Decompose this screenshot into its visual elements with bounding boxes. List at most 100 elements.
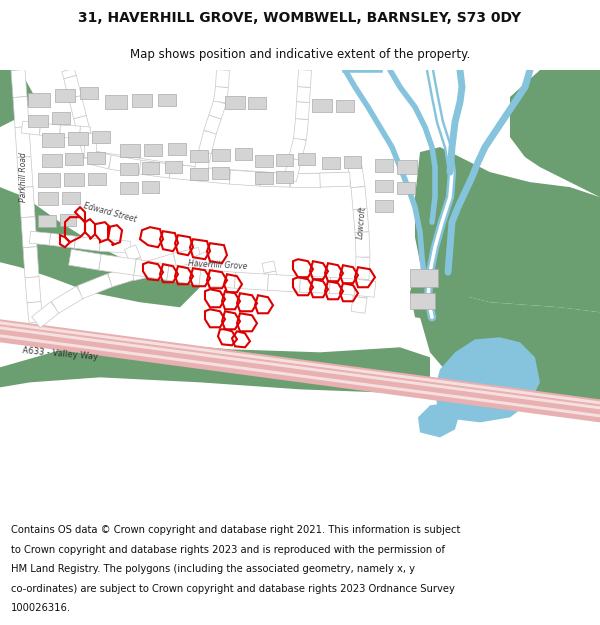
Polygon shape xyxy=(40,123,61,137)
Polygon shape xyxy=(209,100,226,119)
Polygon shape xyxy=(79,136,97,159)
Polygon shape xyxy=(290,173,320,187)
Bar xyxy=(132,94,152,107)
Bar xyxy=(142,181,159,193)
Polygon shape xyxy=(124,245,140,261)
Polygon shape xyxy=(60,125,80,138)
Bar xyxy=(410,293,435,309)
Bar xyxy=(87,152,105,164)
Text: 100026316.: 100026316. xyxy=(11,603,71,613)
Bar xyxy=(190,168,208,180)
Polygon shape xyxy=(132,269,146,281)
Bar xyxy=(80,87,98,99)
Bar xyxy=(88,173,106,185)
Polygon shape xyxy=(194,151,211,176)
Polygon shape xyxy=(68,96,86,119)
Polygon shape xyxy=(11,69,27,98)
Polygon shape xyxy=(215,69,229,88)
Text: Lowcroft: Lowcroft xyxy=(356,206,368,239)
Bar xyxy=(42,154,62,167)
Polygon shape xyxy=(199,167,230,184)
Bar xyxy=(298,153,315,165)
Bar xyxy=(212,167,229,179)
Polygon shape xyxy=(100,239,130,253)
Polygon shape xyxy=(0,319,600,422)
Polygon shape xyxy=(49,233,76,248)
Polygon shape xyxy=(109,155,141,174)
Polygon shape xyxy=(88,150,112,169)
Polygon shape xyxy=(25,277,41,303)
Bar xyxy=(397,160,417,174)
Polygon shape xyxy=(84,133,96,157)
Polygon shape xyxy=(355,232,370,258)
Text: Haverhill Grove: Haverhill Grove xyxy=(188,259,248,271)
Bar xyxy=(225,96,245,109)
Polygon shape xyxy=(52,286,83,313)
Polygon shape xyxy=(296,102,310,119)
Polygon shape xyxy=(15,127,31,158)
Bar xyxy=(168,143,186,155)
Bar xyxy=(65,153,83,165)
Polygon shape xyxy=(202,274,216,284)
Bar xyxy=(68,132,88,145)
Polygon shape xyxy=(29,231,50,245)
Polygon shape xyxy=(22,121,41,135)
Polygon shape xyxy=(353,209,369,232)
Polygon shape xyxy=(167,264,201,285)
Bar xyxy=(322,157,340,169)
Text: Edward Street: Edward Street xyxy=(83,201,137,224)
Polygon shape xyxy=(435,338,540,422)
Bar xyxy=(62,192,80,204)
Bar xyxy=(276,171,293,183)
Polygon shape xyxy=(79,126,91,139)
Text: Contains OS data © Crown copyright and database right 2021. This information is : Contains OS data © Crown copyright and d… xyxy=(11,525,460,535)
Polygon shape xyxy=(260,172,290,187)
Polygon shape xyxy=(268,274,301,292)
Text: A633 - Valley Way: A633 - Valley Way xyxy=(22,346,98,362)
Polygon shape xyxy=(99,254,136,275)
Bar xyxy=(235,148,252,160)
Bar xyxy=(312,99,332,112)
Bar xyxy=(92,131,110,143)
Bar xyxy=(142,162,159,174)
Polygon shape xyxy=(230,170,260,186)
Polygon shape xyxy=(204,115,221,134)
Polygon shape xyxy=(62,68,76,79)
Polygon shape xyxy=(300,276,330,293)
Polygon shape xyxy=(200,168,290,187)
Polygon shape xyxy=(0,342,430,392)
Bar xyxy=(336,100,354,112)
Bar xyxy=(120,163,138,175)
Bar xyxy=(42,133,64,147)
Polygon shape xyxy=(13,97,29,128)
Polygon shape xyxy=(68,249,101,270)
Polygon shape xyxy=(235,272,268,290)
Polygon shape xyxy=(0,326,600,409)
Bar xyxy=(60,214,76,226)
Polygon shape xyxy=(290,173,355,187)
Bar xyxy=(28,93,50,107)
Bar xyxy=(375,159,393,172)
Polygon shape xyxy=(139,160,171,178)
Polygon shape xyxy=(21,217,37,248)
Text: Parkhill Road: Parkhill Road xyxy=(19,152,29,202)
Polygon shape xyxy=(0,334,600,418)
Polygon shape xyxy=(169,164,200,181)
Bar xyxy=(255,172,273,184)
Polygon shape xyxy=(89,151,201,181)
Polygon shape xyxy=(19,187,35,218)
Polygon shape xyxy=(74,116,91,139)
Bar xyxy=(248,97,266,109)
Polygon shape xyxy=(320,172,350,187)
Polygon shape xyxy=(415,147,600,312)
Bar xyxy=(28,115,48,127)
Text: co-ordinates) are subject to Crown copyright and database rights 2023 Ordnance S: co-ordinates) are subject to Crown copyr… xyxy=(11,584,455,594)
Bar xyxy=(144,144,162,156)
Polygon shape xyxy=(0,70,35,127)
Polygon shape xyxy=(134,259,169,280)
Polygon shape xyxy=(74,236,101,251)
Bar xyxy=(410,269,438,288)
Polygon shape xyxy=(298,69,311,88)
Text: to Crown copyright and database rights 2023 and is reproduced with the permissio: to Crown copyright and database rights 2… xyxy=(11,544,445,554)
Bar xyxy=(120,182,138,194)
